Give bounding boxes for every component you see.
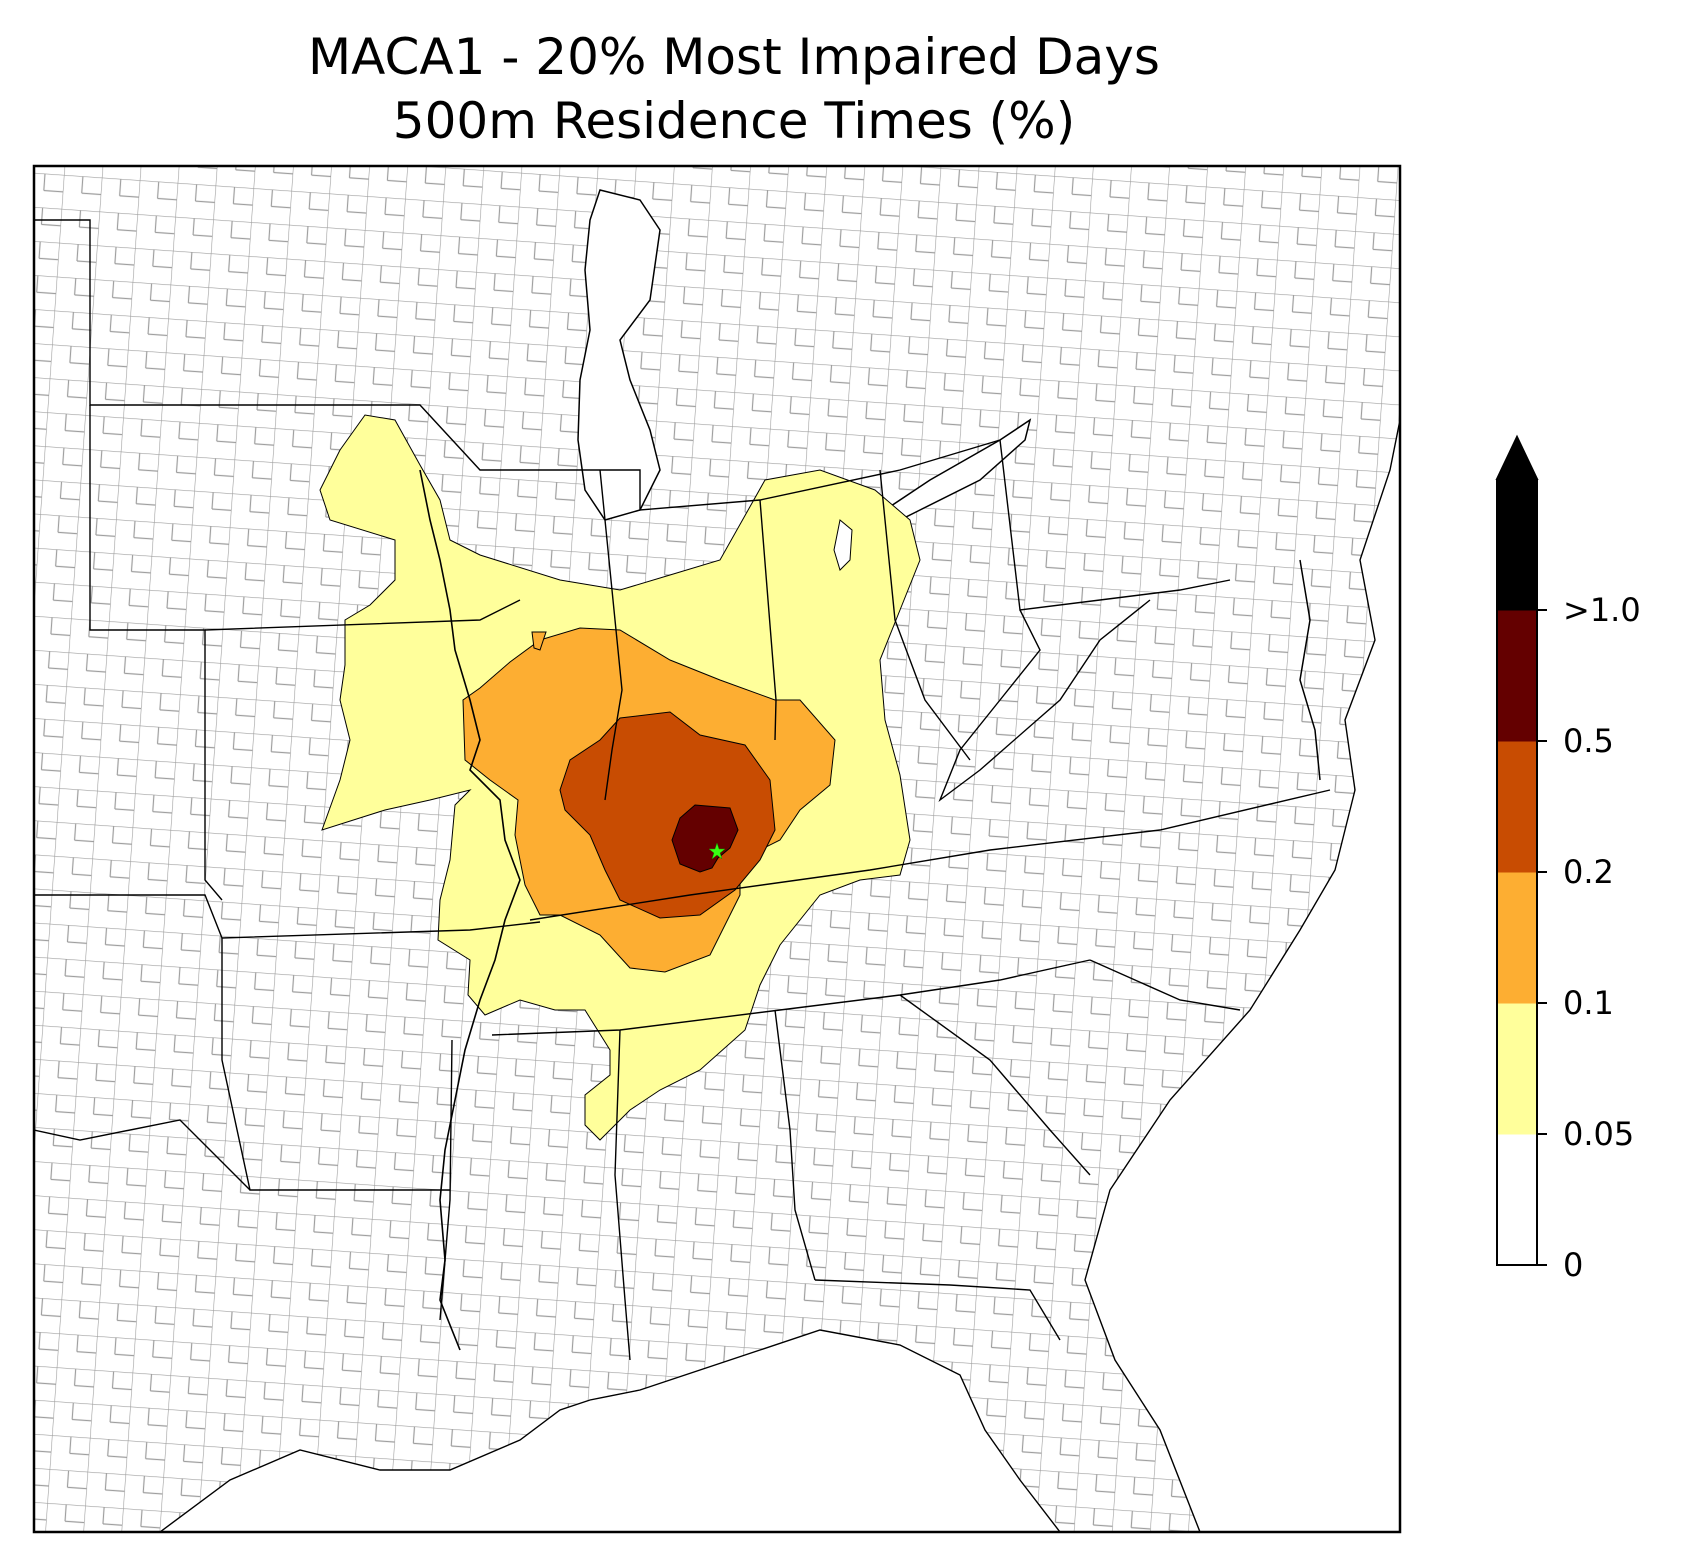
source-star-icon	[708, 842, 726, 860]
map-panel	[34, 166, 1400, 1532]
colorbar-tick-label: 0.5	[1563, 722, 1614, 760]
map-frame	[32, 164, 1402, 1534]
contour-0-1-blob	[531, 631, 547, 651]
colorbar-segment	[1497, 1003, 1537, 1135]
contour-0-5	[671, 804, 739, 873]
colorbar-extend-arrow	[1495, 434, 1539, 480]
colorbar-segment	[1497, 872, 1537, 1004]
map-title-line-1: MACA1 - 20% Most Impaired Days	[308, 28, 1160, 86]
colorbar-tick-label: 0.1	[1563, 984, 1614, 1022]
colorbar-tick-label: 0.2	[1563, 853, 1614, 891]
coastline	[159, 419, 1400, 1532]
mississippi-river	[419, 469, 521, 1351]
state-borders	[34, 219, 1331, 1361]
contour-0-2	[559, 711, 776, 919]
colorbar-segment	[1497, 741, 1537, 873]
contour-0-05-hole	[833, 519, 853, 571]
colorbar	[1495, 434, 1547, 1266]
colorbar-tick-label: 0	[1563, 1246, 1584, 1284]
colorbar-segment	[1497, 610, 1537, 742]
chesapeake-bay	[1299, 559, 1321, 781]
map-title-line-2: 500m Residence Times (%)	[392, 92, 1076, 150]
colorbar-tick-label: >1.0	[1563, 591, 1641, 629]
colorbar-segment	[1497, 1134, 1537, 1266]
colorbar-tick-label: 0.05	[1563, 1115, 1635, 1153]
colorbar-segment	[1497, 479, 1537, 611]
